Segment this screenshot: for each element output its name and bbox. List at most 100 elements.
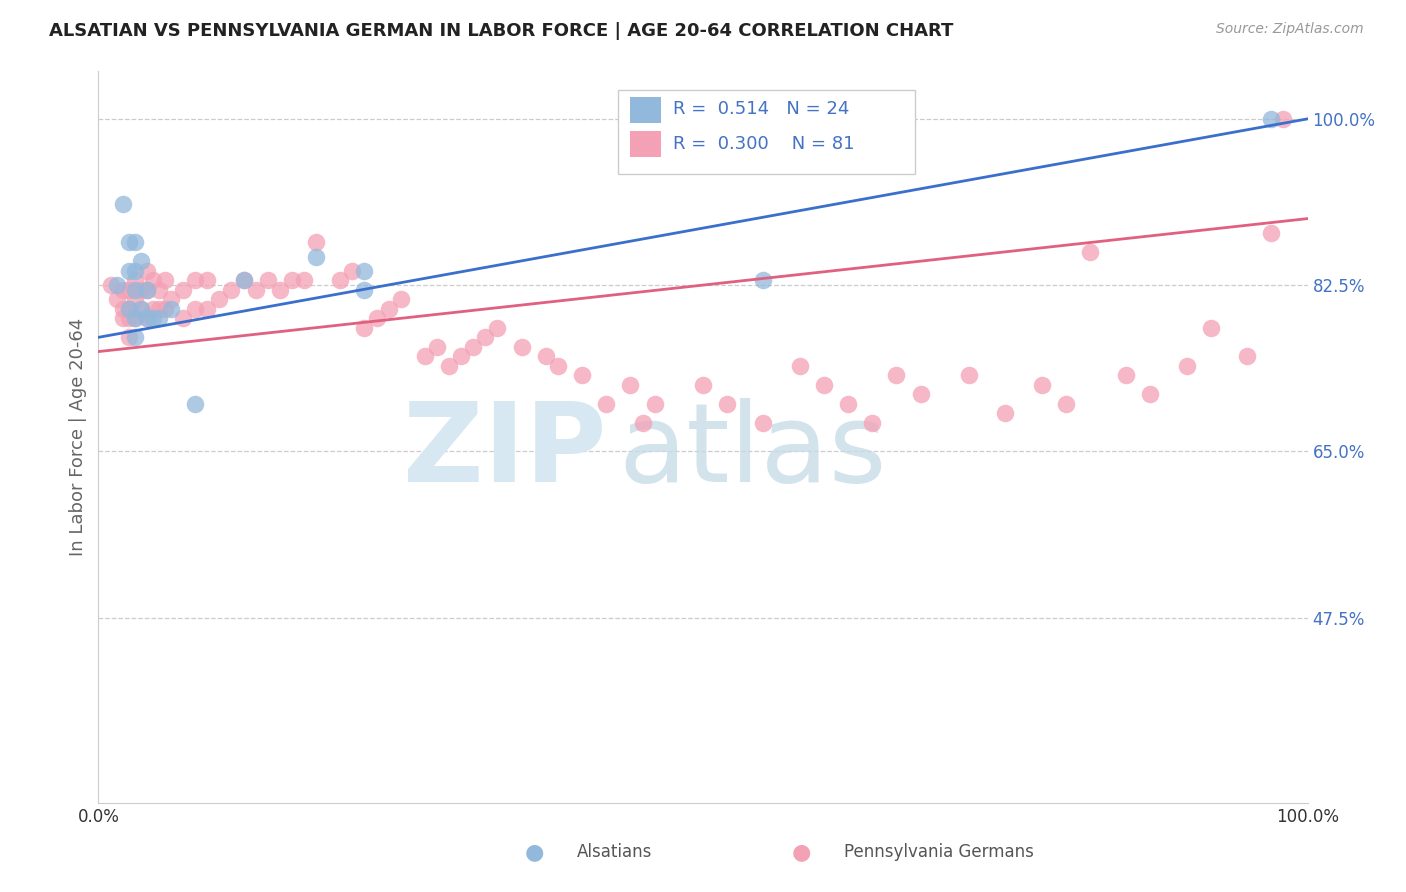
Point [463, 340, 485, 354]
Point [692, 377, 714, 392]
Point [124, 283, 146, 297]
Point [135, 311, 157, 326]
Point [426, 340, 449, 354]
Point [221, 283, 243, 297]
Point [644, 397, 666, 411]
Text: ZIP: ZIP [404, 398, 606, 505]
Point [153, 301, 176, 316]
FancyBboxPatch shape [630, 97, 661, 122]
Point [124, 330, 146, 344]
Point [129, 254, 152, 268]
Point [1078, 244, 1101, 259]
Point [135, 283, 157, 297]
Point [118, 330, 141, 344]
Point [1199, 321, 1222, 335]
Point [172, 283, 194, 297]
Point [208, 293, 231, 307]
Point [342, 264, 364, 278]
Point [305, 235, 328, 250]
Point [195, 301, 218, 316]
Point [994, 406, 1017, 420]
Point [142, 273, 165, 287]
Point [886, 368, 908, 383]
Point [142, 301, 165, 316]
Point [129, 283, 152, 297]
Text: ●: ● [792, 842, 811, 862]
Point [510, 340, 533, 354]
Point [1260, 226, 1282, 240]
Point [195, 273, 218, 287]
Point [813, 377, 835, 392]
Point [172, 311, 194, 326]
Text: ALSATIAN VS PENNSYLVANIA GERMAN IN LABOR FORCE | AGE 20-64 CORRELATION CHART: ALSATIAN VS PENNSYLVANIA GERMAN IN LABOR… [49, 22, 953, 40]
Point [1236, 349, 1258, 363]
Point [111, 283, 134, 297]
Point [142, 311, 165, 326]
Point [118, 301, 141, 316]
Point [957, 368, 980, 383]
Point [389, 293, 412, 307]
Point [184, 301, 207, 316]
Text: Source: ZipAtlas.com: Source: ZipAtlas.com [1216, 22, 1364, 37]
Point [752, 273, 775, 287]
Point [353, 264, 375, 278]
Point [124, 273, 146, 287]
Point [118, 311, 141, 326]
Point [105, 293, 128, 307]
Point [413, 349, 436, 363]
Point [1175, 359, 1198, 373]
Point [111, 301, 134, 316]
Point [437, 359, 460, 373]
Point [129, 301, 152, 316]
Point [118, 264, 141, 278]
Point [1054, 397, 1077, 411]
Point [118, 301, 141, 316]
Point [111, 311, 134, 326]
Point [486, 321, 509, 335]
Text: Pennsylvania Germans: Pennsylvania Germans [844, 843, 1033, 861]
Point [232, 273, 254, 287]
Point [292, 273, 315, 287]
Text: Alsatians: Alsatians [576, 843, 652, 861]
Point [789, 359, 811, 373]
Point [619, 377, 641, 392]
Point [129, 301, 152, 316]
Point [184, 273, 207, 287]
Point [124, 235, 146, 250]
Point [1115, 368, 1137, 383]
Point [256, 273, 278, 287]
Point [910, 387, 932, 401]
Point [118, 283, 141, 297]
Point [269, 283, 291, 297]
Point [135, 264, 157, 278]
Point [124, 293, 146, 307]
Point [353, 321, 375, 335]
Point [837, 397, 859, 411]
Point [105, 278, 128, 293]
Point [752, 416, 775, 430]
Point [118, 235, 141, 250]
Point [148, 311, 170, 326]
Point [160, 293, 183, 307]
Point [377, 301, 399, 316]
Point [111, 197, 134, 211]
Point [366, 311, 388, 326]
Point [716, 397, 738, 411]
Point [1272, 112, 1295, 126]
Point [153, 273, 176, 287]
Point [631, 416, 654, 430]
Point [1260, 112, 1282, 126]
Point [571, 368, 593, 383]
Y-axis label: In Labor Force | Age 20-64: In Labor Force | Age 20-64 [69, 318, 87, 557]
Point [148, 301, 170, 316]
Point [474, 330, 496, 344]
Text: atlas: atlas [619, 398, 887, 505]
Point [124, 264, 146, 278]
Point [245, 283, 267, 297]
Text: ●: ● [524, 842, 544, 862]
Point [450, 349, 472, 363]
Point [547, 359, 569, 373]
Text: R =  0.300    N = 81: R = 0.300 N = 81 [672, 135, 855, 153]
Point [100, 278, 122, 293]
Point [860, 416, 883, 430]
